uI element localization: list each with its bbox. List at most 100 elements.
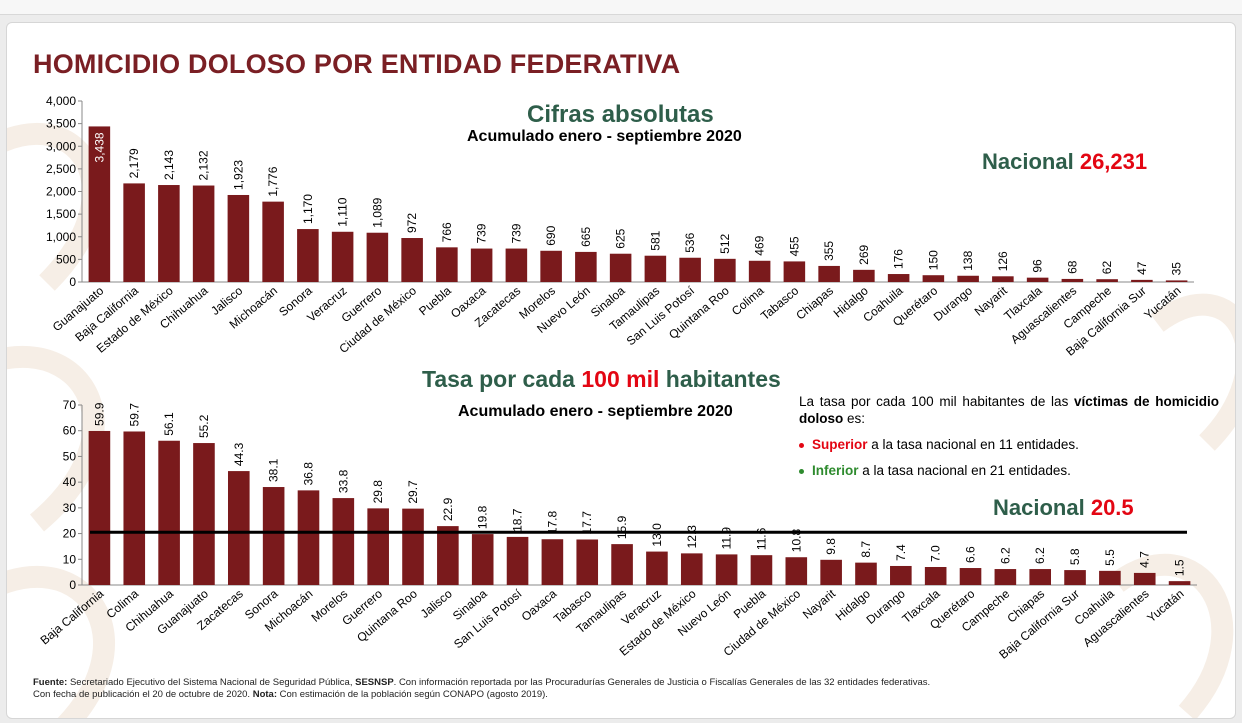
bar xyxy=(123,431,146,585)
data-label: 739 xyxy=(509,223,523,243)
bar xyxy=(994,569,1017,585)
bar xyxy=(227,194,250,282)
data-label: 469 xyxy=(753,235,767,255)
data-label: 766 xyxy=(440,222,454,242)
note-bold: víctimas de homicidio doloso xyxy=(799,394,1219,426)
browser-top-bar xyxy=(0,0,1242,15)
data-label: 138 xyxy=(961,250,975,270)
y-tick-label: 0 xyxy=(69,578,76,592)
data-label: 6.6 xyxy=(964,546,978,563)
bar xyxy=(785,557,808,585)
bar xyxy=(924,567,947,585)
bar xyxy=(1029,569,1052,585)
data-label: 3,438 xyxy=(92,132,106,162)
bar xyxy=(1168,581,1191,585)
bar xyxy=(1096,279,1118,282)
bar xyxy=(262,487,285,585)
bar xyxy=(402,508,424,585)
data-label: 2,179 xyxy=(127,148,141,178)
bar xyxy=(575,251,597,282)
bar xyxy=(297,229,319,282)
bullet-inferior-key: Inferior xyxy=(812,463,859,478)
bar xyxy=(646,551,668,585)
data-label: 269 xyxy=(857,244,871,264)
bar xyxy=(541,539,564,585)
data-label: 2,143 xyxy=(162,150,176,180)
green-bullet-icon xyxy=(799,468,804,474)
bar xyxy=(506,536,529,585)
data-label: 29.8 xyxy=(371,480,385,504)
data-label: 29.7 xyxy=(406,480,420,504)
y-tick-label: 30 xyxy=(63,501,77,515)
data-label: 536 xyxy=(683,232,697,252)
bar xyxy=(887,274,910,282)
data-label: 17.7 xyxy=(580,511,594,535)
data-label: 690 xyxy=(544,225,558,245)
bar xyxy=(436,247,458,282)
bar xyxy=(437,526,459,585)
national-value: 26,231 xyxy=(1079,149,1148,174)
bar xyxy=(957,275,979,282)
red-bullet-icon xyxy=(799,442,804,448)
data-label: 9.8 xyxy=(824,538,838,555)
bullet-inferior-text: a la tasa nacional en 21 entidades. xyxy=(862,463,1071,478)
category-label: Quintana Roo xyxy=(354,586,420,645)
data-label: 581 xyxy=(648,230,662,250)
data-label: 1,110 xyxy=(336,197,350,226)
chart1-national: Nacional 26,231 xyxy=(982,149,1147,175)
bar xyxy=(158,185,180,282)
bar xyxy=(576,539,599,585)
bar xyxy=(714,258,736,282)
category-label: Baja California xyxy=(38,586,107,647)
national-label: Nacional xyxy=(982,149,1074,174)
data-label: 2,132 xyxy=(197,150,211,180)
data-label: 38.1 xyxy=(267,458,281,482)
y-tick-label: 70 xyxy=(63,398,77,412)
data-label: 1,776 xyxy=(266,166,280,196)
chart2-title-post: habitantes xyxy=(665,366,781,392)
y-tick-label: 60 xyxy=(63,424,77,438)
y-tick-label: 4,000 xyxy=(46,94,76,108)
data-label: 176 xyxy=(892,249,906,269)
bar xyxy=(783,261,806,282)
data-label: 10.8 xyxy=(789,529,803,553)
y-tick-label: 20 xyxy=(63,527,77,541)
bar xyxy=(680,553,703,585)
footer: Fuente: Secretariado Ejecutivo del Siste… xyxy=(33,677,930,701)
chart2-subtitle: Acumulado enero - septiembre 2020 xyxy=(458,403,733,420)
bullet-superior-text: a la tasa nacional en 11 entidades. xyxy=(871,437,1079,452)
category-label: Nayarit xyxy=(800,586,839,622)
y-tick-label: 3,500 xyxy=(46,117,76,131)
bullet-inferior: Inferior a la tasa nacional en 21 entida… xyxy=(799,463,1071,478)
bar xyxy=(1099,570,1121,585)
data-label: 33.8 xyxy=(336,469,350,493)
data-label: 35 xyxy=(1170,262,1184,276)
data-label: 12.3 xyxy=(685,525,699,549)
bar xyxy=(750,555,773,585)
footer-nota-label: Nota: xyxy=(252,689,277,700)
data-label: 625 xyxy=(614,228,628,248)
bar xyxy=(470,248,493,282)
chart2-title: Tasa por cada 100 mil habitantes xyxy=(422,366,781,393)
data-label: 5.8 xyxy=(1068,548,1082,565)
bar xyxy=(609,253,632,282)
data-label: 7.0 xyxy=(929,545,943,562)
data-label: 13.0 xyxy=(650,523,664,547)
data-label: 44.3 xyxy=(232,442,246,466)
bar xyxy=(366,232,389,282)
bar xyxy=(644,255,667,282)
footer-sesnsp: SESNSP xyxy=(355,677,394,688)
data-label: 150 xyxy=(926,250,940,270)
bar xyxy=(471,534,494,585)
data-label: 972 xyxy=(405,213,419,233)
bar xyxy=(992,276,1014,282)
bullet-superior: Superior a la tasa nacional en 11 entida… xyxy=(799,437,1079,452)
bar xyxy=(922,275,945,282)
data-label: 1,923 xyxy=(231,160,245,190)
category-label: Durango xyxy=(863,586,908,627)
bar xyxy=(88,126,111,282)
y-tick-label: 0 xyxy=(69,275,76,289)
bar xyxy=(193,443,215,585)
chart1-title: Cifras absolutas xyxy=(527,101,714,128)
data-label: 4.7 xyxy=(1138,551,1152,568)
